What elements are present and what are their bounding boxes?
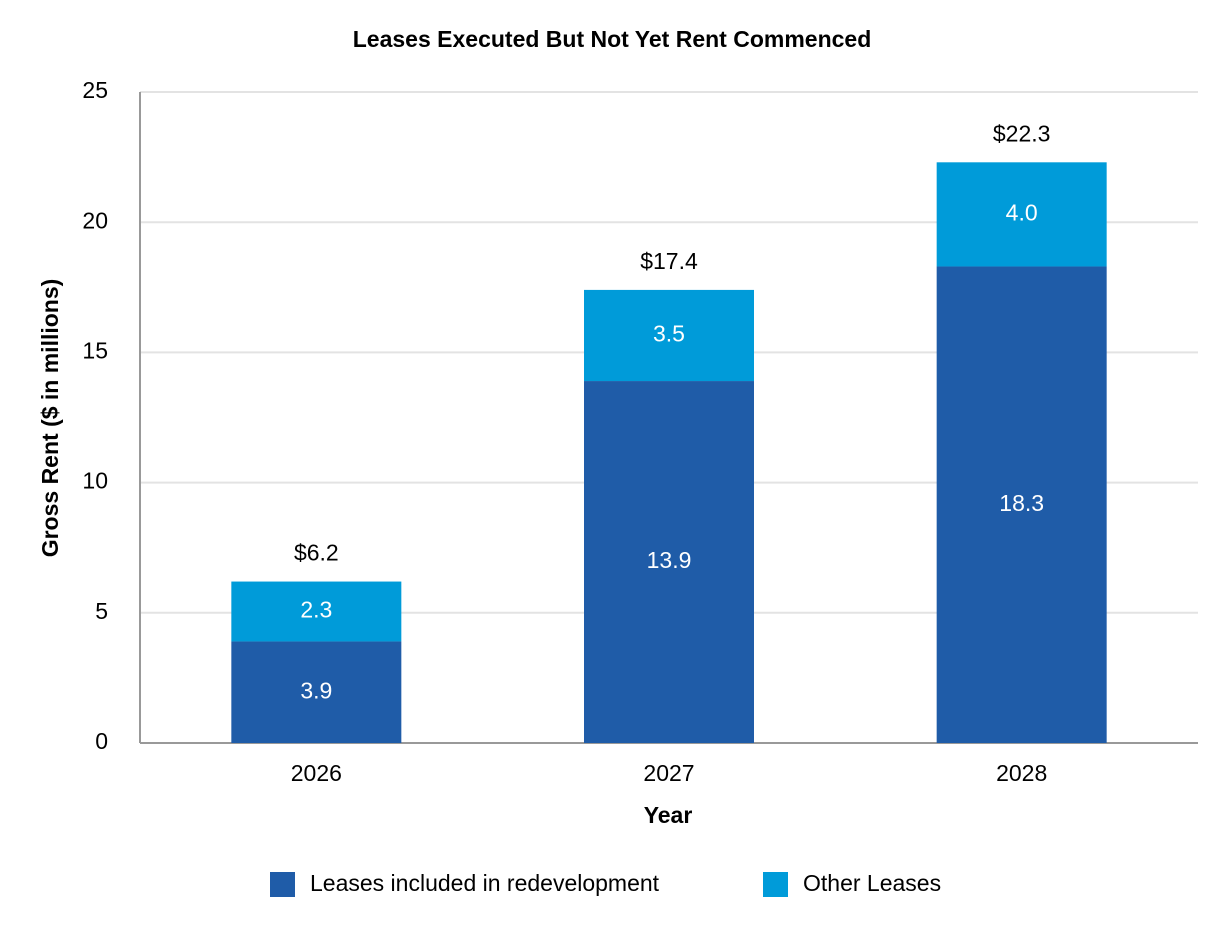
- x-tick-label: 2027: [643, 760, 694, 786]
- y-tick-label: 0: [95, 728, 108, 754]
- y-tick-label: 10: [82, 468, 108, 494]
- y-tick-label: 25: [82, 77, 108, 103]
- bar-segment: [231, 581, 402, 642]
- total-label: $22.3: [993, 120, 1051, 146]
- x-axis-title: Year: [644, 802, 693, 828]
- bar-segment: [936, 266, 1107, 743]
- legend-label: Leases included in redevelopment: [310, 870, 660, 896]
- total-label: $17.4: [640, 248, 698, 274]
- y-axis-title: Gross Rent ($ in millions): [37, 279, 63, 558]
- value-label: 13.9: [647, 547, 692, 573]
- value-label: 2.3: [300, 597, 332, 623]
- y-tick-label: 15: [82, 337, 108, 363]
- x-tick-label: 2028: [996, 760, 1047, 786]
- y-tick-label: 5: [95, 598, 108, 624]
- value-label: 3.5: [653, 321, 685, 347]
- value-label: 3.9: [300, 677, 332, 703]
- value-label: 18.3: [999, 490, 1044, 516]
- bar-segment: [584, 381, 754, 743]
- legend-label: Other Leases: [803, 870, 941, 896]
- bar-segment: [231, 641, 402, 743]
- legend-swatch: [763, 872, 788, 897]
- total-label: $6.2: [294, 540, 339, 566]
- chart-title: Leases Executed But Not Yet Rent Commenc…: [353, 26, 872, 52]
- x-tick-label: 2026: [291, 760, 342, 786]
- y-tick-label: 20: [82, 207, 108, 233]
- bar-segment: [936, 162, 1107, 267]
- bar-segment: [584, 289, 754, 382]
- legend-swatch: [270, 872, 295, 897]
- value-label: 4.0: [1006, 199, 1038, 225]
